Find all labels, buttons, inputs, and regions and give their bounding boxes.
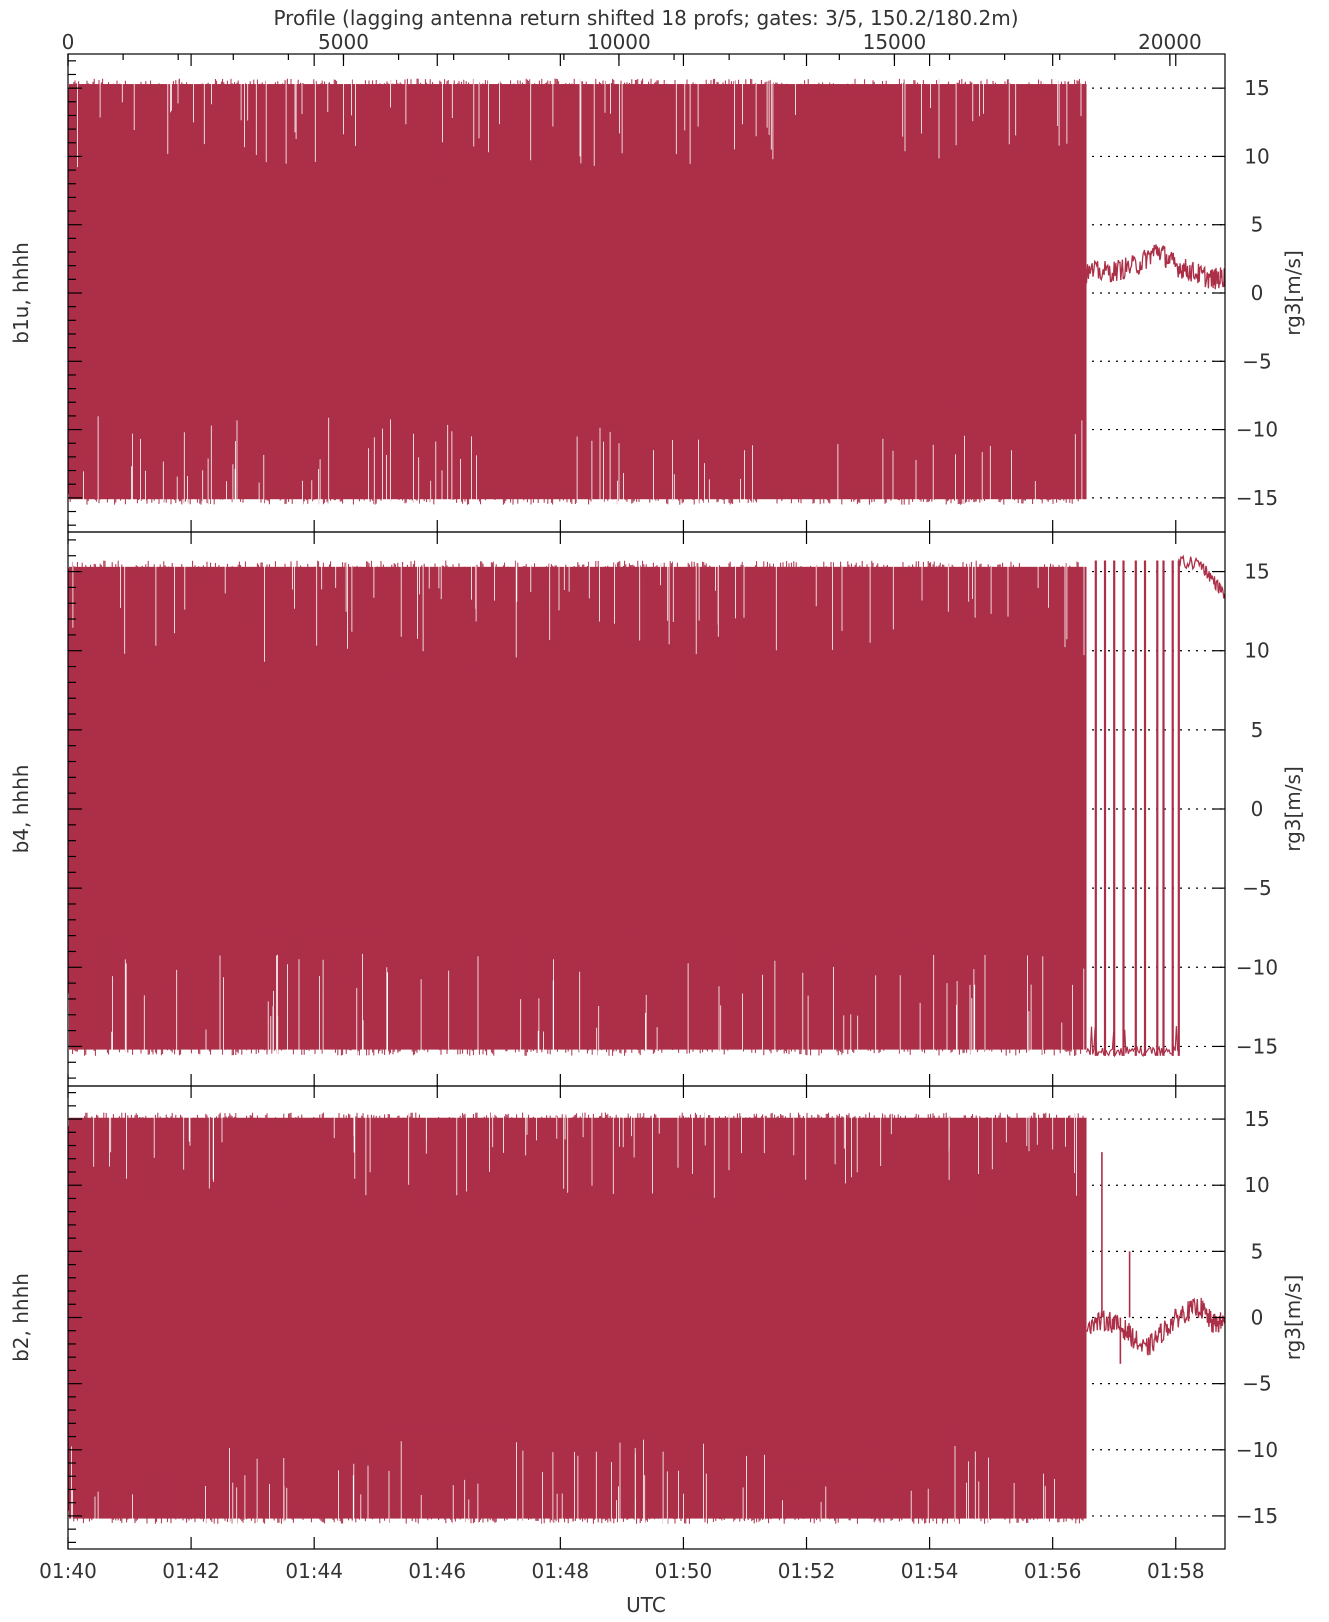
bottom-axis-title: UTC [626, 1593, 666, 1617]
y-tick-label: 5 [1251, 213, 1264, 237]
y-tick-label: −10 [1236, 418, 1278, 442]
y-tick-label: 10 [1244, 144, 1269, 168]
y-tick-label: 0 [1251, 1306, 1264, 1330]
y-tick-label: 15 [1244, 1107, 1269, 1131]
y-tick-label: −10 [1236, 1438, 1278, 1462]
x-tick-label: 01:44 [285, 1559, 343, 1583]
y-tick-label: 15 [1244, 76, 1269, 100]
panel-label: b2, hhhh [9, 1273, 33, 1362]
x-tick-label: 01:50 [655, 1559, 713, 1583]
data-tail-top [1178, 554, 1226, 599]
x-tick-label: 01:54 [901, 1559, 959, 1583]
top-tick-label: 10000 [587, 30, 651, 54]
x-tick-label: 01:58 [1147, 1559, 1205, 1583]
y-tick-label: −15 [1236, 1504, 1278, 1528]
panel-label: b4, hhhh [9, 765, 33, 854]
x-tick-label: 01:46 [408, 1559, 466, 1583]
x-tick-label: 01:40 [39, 1559, 97, 1583]
data-spikes [1094, 560, 1180, 1056]
x-tick-label: 01:48 [532, 1559, 590, 1583]
panel-label: b1u, hhhh [9, 242, 33, 344]
y-tick-label: −10 [1236, 955, 1278, 979]
y-tick-label: −5 [1242, 349, 1271, 373]
y-tick-label: 0 [1251, 281, 1264, 305]
y-axis-label: rg3[m/s] [1281, 766, 1305, 852]
y-tick-label: 5 [1251, 1239, 1264, 1263]
data-tail [1085, 244, 1226, 290]
top-tick-label: 15000 [863, 30, 927, 54]
top-tick-label: 5000 [318, 30, 369, 54]
data-tail-bottom [1085, 1026, 1180, 1058]
data-tail [1086, 1297, 1226, 1356]
top-tick-label: 0 [62, 30, 75, 54]
data-series [68, 78, 1086, 505]
x-tick-label: 01:42 [162, 1559, 220, 1583]
data-series [68, 1112, 1086, 1524]
data-gaps [77, 71, 1083, 512]
y-tick-label: 10 [1244, 1173, 1269, 1197]
data-gaps [72, 552, 1085, 1064]
y-tick-label: 15 [1244, 560, 1269, 584]
y-tick-label: 5 [1251, 718, 1264, 742]
x-tick-label: 01:56 [1024, 1559, 1082, 1583]
top-axis-title: Profile (lagging antenna return shifted … [273, 6, 1018, 30]
y-axis-label: rg3[m/s] [1281, 250, 1305, 336]
y-tick-label: 0 [1251, 797, 1264, 821]
data-gaps [71, 1105, 1077, 1531]
y-tick-label: −15 [1236, 1034, 1278, 1058]
y-axis-label: rg3[m/s] [1281, 1275, 1305, 1361]
data-series [68, 560, 1086, 1056]
x-tick-label: 01:52 [778, 1559, 836, 1583]
y-tick-label: 10 [1244, 639, 1269, 663]
y-tick-label: −5 [1242, 876, 1271, 900]
y-tick-label: −15 [1236, 486, 1278, 510]
top-tick-label: 20000 [1138, 30, 1202, 54]
y-tick-label: −5 [1242, 1372, 1271, 1396]
